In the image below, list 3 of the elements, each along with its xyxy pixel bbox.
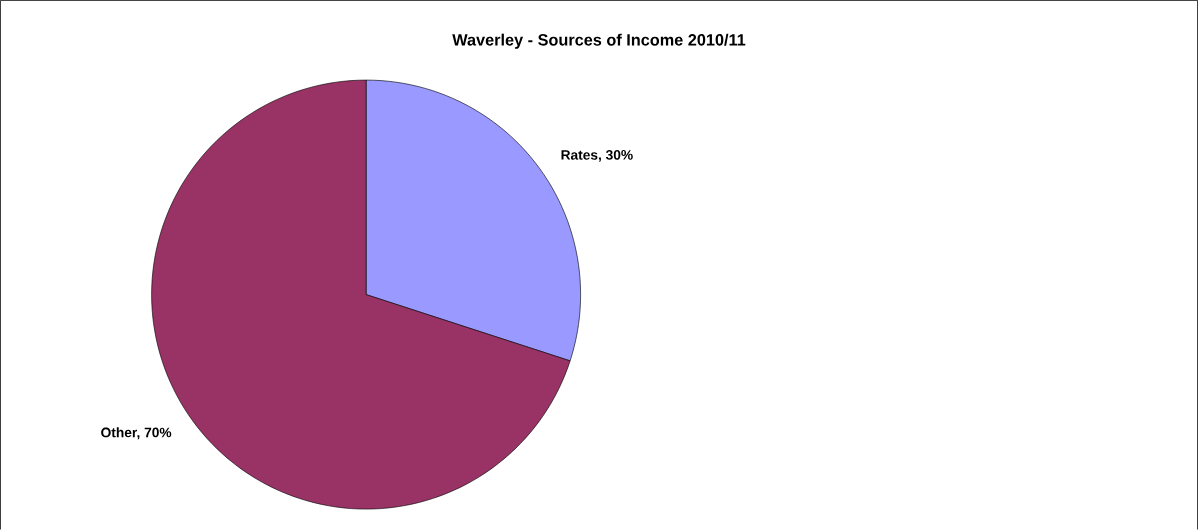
chart-title: Waverley - Sources of Income 2010/11 [452,33,746,49]
slice-label: Rates, 30% [561,150,633,162]
slice-label: Other, 70% [101,427,172,440]
